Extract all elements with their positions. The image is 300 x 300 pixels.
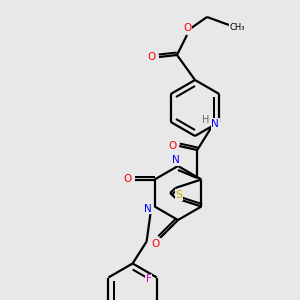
- Text: N: N: [172, 155, 180, 165]
- Text: N: N: [212, 119, 219, 129]
- Text: O: O: [183, 23, 191, 33]
- Text: H: H: [202, 115, 209, 125]
- Text: O: O: [168, 141, 176, 151]
- Text: CH₃: CH₃: [229, 22, 245, 32]
- Text: O: O: [148, 52, 156, 62]
- Text: S: S: [176, 190, 183, 200]
- Text: F: F: [146, 274, 152, 284]
- Text: O: O: [124, 175, 132, 184]
- Text: N: N: [144, 203, 152, 214]
- Text: O: O: [152, 239, 160, 249]
